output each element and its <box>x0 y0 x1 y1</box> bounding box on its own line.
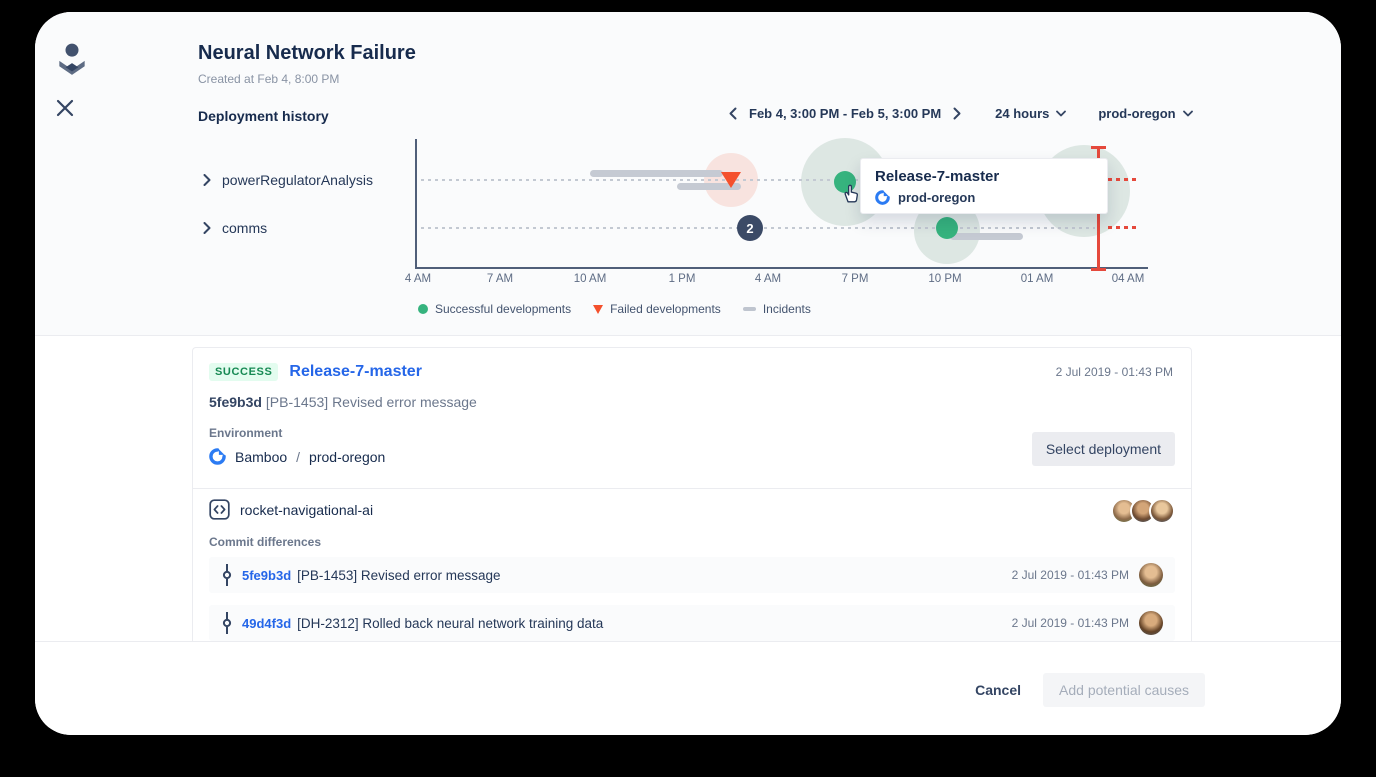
avatar <box>1139 563 1163 587</box>
incident-modal: Neural Network Failure Created at Feb 4,… <box>35 12 1341 735</box>
deployment-tooltip: Release-7-master prod-oregon <box>860 158 1108 214</box>
x-tick: 4 AM <box>754 273 782 285</box>
commit-message: [PB-1453] Revised error message <box>265 394 477 410</box>
card-divider <box>193 488 1191 489</box>
success-dot-icon <box>418 304 428 314</box>
sidebar-item-label: comms <box>222 220 268 236</box>
commit-message: [DH-2312] Rolled back neural network tra… <box>297 615 604 631</box>
deployment-history-title: Deployment history <box>198 108 329 124</box>
legend-label: Successful developments <box>435 302 572 316</box>
x-tick: 7 PM <box>841 273 869 285</box>
commit-message: [PB-1453] Revised error message <box>297 567 501 583</box>
commit-hash: 5fe9b3d <box>209 394 262 410</box>
legend-label: Incidents <box>762 302 811 316</box>
sidebar-item-comms[interactable]: comms <box>203 218 267 238</box>
incident-bar[interactable] <box>677 183 741 190</box>
add-potential-causes-button[interactable]: Add potential causes <box>1043 673 1205 707</box>
close-icon[interactable] <box>53 96 79 122</box>
commit-hash-link[interactable]: 5fe9b3d <box>242 567 292 583</box>
chart-y-axis <box>415 139 417 269</box>
commit-datetime: 2 Jul 2019 - 01:43 PM <box>1011 616 1129 630</box>
commit-datetime: 2 Jul 2019 - 01:43 PM <box>1011 568 1129 582</box>
environment-name: prod-oregon <box>309 448 386 465</box>
pointer-cursor-icon <box>841 183 861 209</box>
x-tick: 1 PM <box>668 273 696 285</box>
contributor-avatars <box>1111 498 1175 524</box>
chevron-right-icon <box>203 222 211 234</box>
tooltip-environment: prod-oregon <box>898 190 976 205</box>
chart-controls: Feb 4, 3:00 PM - Feb 5, 3:00 PM 24 hours… <box>723 105 1193 122</box>
git-commit-icon <box>222 564 232 586</box>
bamboo-icon <box>875 190 890 205</box>
path-separator: / <box>296 448 301 465</box>
status-badge: SUCCESS <box>209 363 279 381</box>
person-avatar-icon <box>53 40 91 83</box>
incident-continuation-line <box>1108 178 1136 181</box>
chart-x-axis <box>415 267 1148 269</box>
date-range-label[interactable]: Feb 4, 3:00 PM - Feb 5, 3:00 PM <box>749 106 942 121</box>
avatar <box>1149 498 1175 524</box>
legend-item-incidents: Incidents <box>742 302 811 316</box>
code-repo-icon <box>209 499 230 520</box>
deployment-commit-summary: 5fe9b3d [PB-1453] Revised error message <box>209 394 477 410</box>
provider-name: Bamboo <box>235 448 288 465</box>
incident-continuation-line <box>1108 226 1136 229</box>
commit-differences-label: Commit differences <box>209 535 322 549</box>
deployment-card: SUCCESS Release-7-master 2 Jul 2019 - 01… <box>192 347 1192 641</box>
incident-line-bottom-cap <box>1091 268 1106 271</box>
x-tick: 01 AM <box>1020 273 1054 285</box>
commit-row: 49d4f3d [DH-2312] Rolled back neural net… <box>209 605 1175 641</box>
x-tick: 10 PM <box>928 273 962 285</box>
page-title: Neural Network Failure <box>198 42 416 64</box>
success-deployment-marker[interactable] <box>936 217 958 239</box>
release-link[interactable]: Release-7-master <box>289 363 422 380</box>
cancel-button[interactable]: Cancel <box>975 673 1021 707</box>
deployment-history-panel: Neural Network Failure Created at Feb 4,… <box>35 12 1341 336</box>
repository-row: rocket-navigational-ai <box>209 499 373 520</box>
row-guide-line <box>421 179 1095 181</box>
environment-dropdown[interactable]: prod-oregon <box>1098 106 1193 121</box>
chevron-down-icon <box>1056 110 1067 117</box>
prev-range-icon[interactable] <box>723 105 743 122</box>
x-tick: 4 AM <box>404 273 432 285</box>
select-deployment-button[interactable]: Select deployment <box>1031 432 1175 466</box>
failed-triangle-icon <box>593 304 604 314</box>
commit-row: 5fe9b3d [PB-1453] Revised error message … <box>209 557 1175 593</box>
x-tick: 7 AM <box>486 273 514 285</box>
duration-dropdown[interactable]: 24 hours <box>995 106 1067 121</box>
x-tick: 04 AM <box>1111 273 1145 285</box>
deployment-group-badge[interactable]: 2 <box>737 215 763 241</box>
environment-section-label: Environment <box>209 426 283 440</box>
deployment-detail-area: SUCCESS Release-7-master 2 Jul 2019 - 01… <box>35 337 1341 642</box>
avatar <box>1139 611 1163 635</box>
chevron-right-icon <box>203 174 211 186</box>
environment-label: prod-oregon <box>1098 106 1176 121</box>
environment-value: Bamboo / prod-oregon <box>209 448 385 465</box>
repository-name: rocket-navigational-ai <box>240 501 374 518</box>
deployment-datetime: 2 Jul 2019 - 01:43 PM <box>1055 365 1173 379</box>
modal-footer: Cancel Add potential causes <box>35 643 1341 735</box>
x-tick: 10 AM <box>573 273 607 285</box>
legend-item-success: Successful developments <box>418 302 571 316</box>
chevron-down-icon <box>1182 110 1193 117</box>
created-timestamp: Created at Feb 4, 8:00 PM <box>198 72 340 86</box>
tooltip-release-name: Release-7-master <box>875 168 1000 185</box>
incident-bar[interactable] <box>590 170 723 177</box>
sidebar-item-powerregulatoranalysis[interactable]: powerRegulatorAnalysis <box>203 170 373 190</box>
sidebar-item-label: powerRegulatorAnalysis <box>222 172 373 188</box>
git-commit-icon <box>222 612 232 634</box>
incident-line-top-cap <box>1091 146 1106 149</box>
bamboo-icon <box>209 448 226 465</box>
duration-label: 24 hours <box>995 106 1050 121</box>
incident-bar[interactable] <box>950 233 1023 240</box>
incident-bar-icon <box>742 307 756 311</box>
legend-label: Failed developments <box>610 302 721 316</box>
legend-item-failed: Failed developments <box>593 302 721 316</box>
failed-deployment-marker[interactable] <box>721 172 741 188</box>
next-range-icon[interactable] <box>947 105 967 122</box>
commit-hash-link[interactable]: 49d4f3d <box>242 615 292 631</box>
chart-legend: Successful developments Failed developme… <box>418 302 811 316</box>
